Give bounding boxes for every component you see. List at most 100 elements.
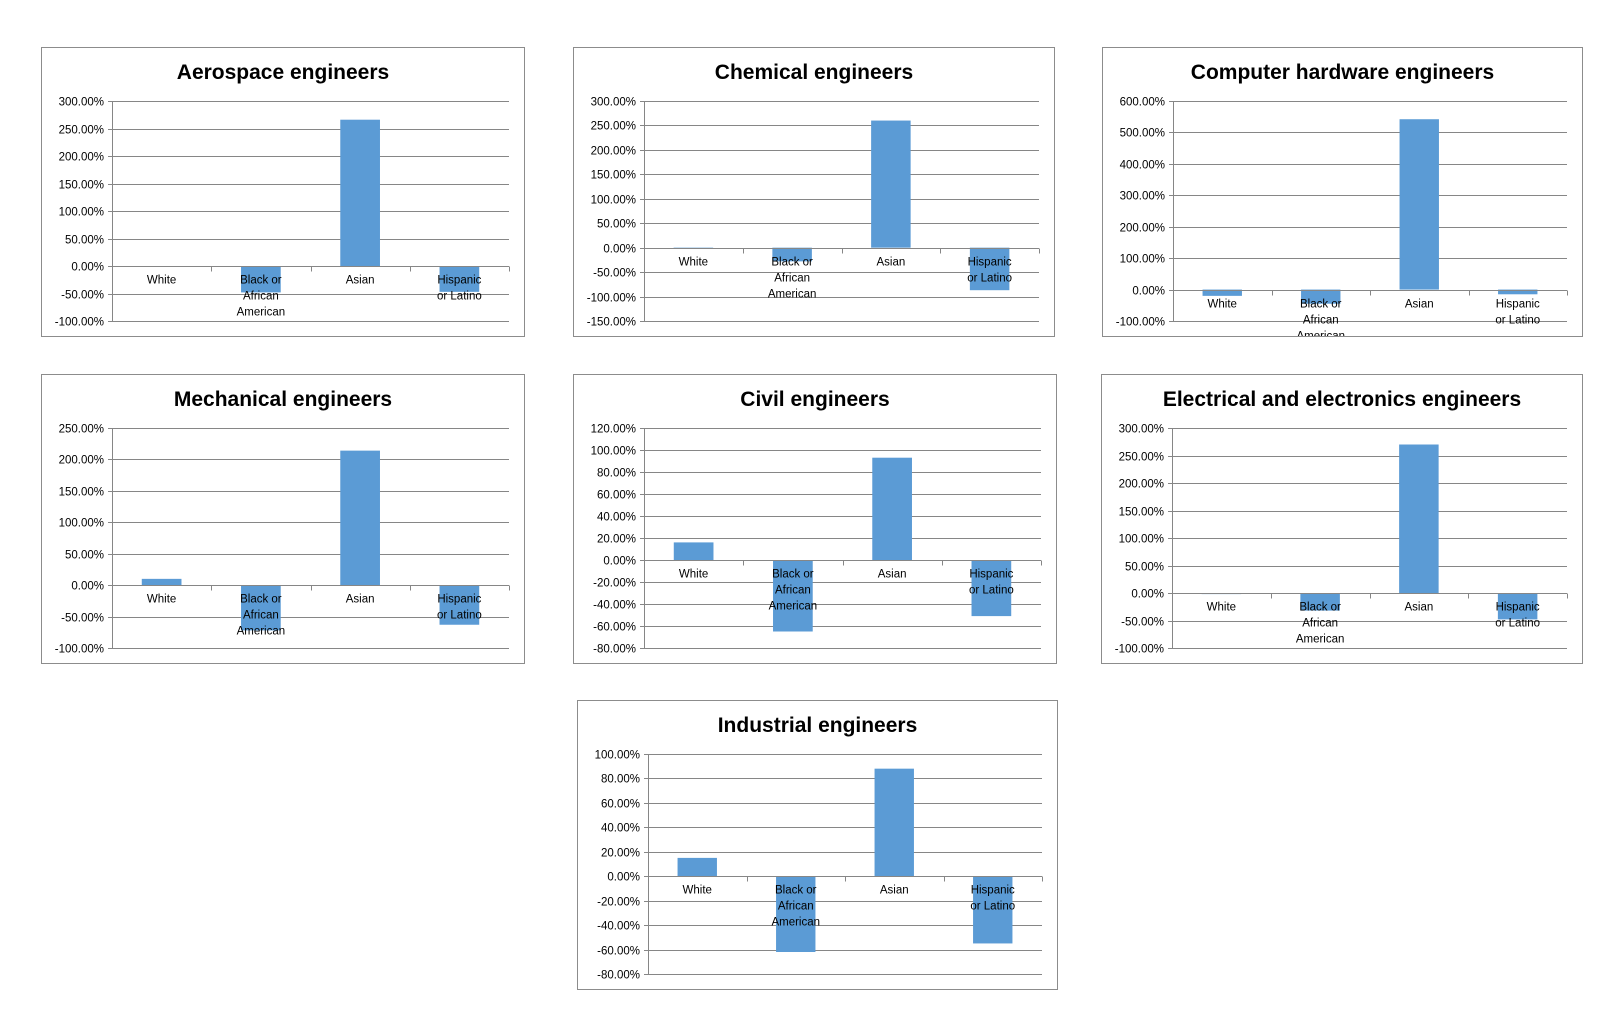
category-label-line: White: [679, 569, 708, 581]
y-tick-label: -50.00%: [61, 613, 104, 625]
y-tick-label: 0.00%: [607, 872, 640, 884]
category-label-line: White: [1207, 602, 1236, 614]
category-label-line: Black or: [240, 594, 282, 606]
category-label-line: or Latino: [437, 291, 482, 303]
category-label: White: [679, 569, 708, 581]
chart-svg: Civil engineers 120.00% 100.00% 80.00% 60.00…: [591, 388, 1042, 656]
category-label: Asian: [876, 257, 905, 269]
y-tick-label: 100.00%: [595, 750, 640, 762]
y-tick-label: 40.00%: [601, 823, 640, 835]
category-label: Asian: [878, 569, 907, 581]
y-tick-label: -100.00%: [55, 644, 104, 656]
y-tick-label: -80.00%: [593, 644, 636, 656]
category-label-line: Asian: [346, 275, 375, 287]
y-tick-label: -100.00%: [587, 293, 636, 305]
y-tick-label: -40.00%: [593, 600, 636, 612]
category-label-line: Black or: [240, 275, 282, 287]
category-label: Black or African American: [237, 275, 286, 319]
category-label: Hispanic or Latino: [967, 257, 1012, 285]
chart-computer-hardware-engineers: Computer hardware engineers 600.00% 500.00…: [1102, 47, 1583, 337]
category-label-line: Hispanic: [969, 569, 1013, 581]
y-tick-label: -60.00%: [593, 622, 636, 634]
y-tick-label: 20.00%: [597, 534, 636, 546]
category-label-line: White: [147, 594, 176, 606]
bar-hispanic-or-latino: [1498, 289, 1538, 295]
y-tick-label: 20.00%: [601, 848, 640, 860]
y-tick-label: -20.00%: [597, 897, 640, 909]
y-tick-label: 150.00%: [1119, 507, 1164, 519]
y-tick-label: 250.00%: [59, 424, 104, 436]
bar-white: [1202, 289, 1242, 296]
bar-black-or-african-american: [241, 266, 281, 293]
category-label-line: or Latino: [967, 273, 1012, 285]
category-label-line: White: [1208, 299, 1237, 311]
y-tick-label: 50.00%: [65, 235, 104, 247]
category-label-line: African: [243, 610, 279, 622]
category-label-line: Black or: [1299, 602, 1341, 614]
category-label-line: African: [1302, 618, 1338, 630]
category-label-line: African: [774, 273, 810, 285]
category-label-line: or Latino: [1495, 315, 1540, 327]
category-label: Black or African American: [1296, 602, 1345, 646]
category-label-line: American: [1296, 331, 1345, 337]
bar-asian: [340, 450, 380, 586]
bar-asian: [340, 119, 380, 266]
category-label-line: American: [768, 289, 817, 301]
y-tick-label: 200.00%: [1120, 223, 1165, 235]
bar-hispanic-or-latino: [439, 266, 480, 292]
y-tick-label: 300.00%: [1119, 424, 1164, 436]
y-tick-label: 0.00%: [71, 262, 104, 274]
y-tick-label: 100.00%: [59, 207, 104, 219]
chart-title: Civil engineers: [740, 388, 889, 411]
chart-aerospace-engineers: Aerospace engineers 300.00% 250.00% 200.00%…: [41, 47, 525, 337]
category-label-line: Hispanic: [971, 885, 1015, 897]
category-label-line: Hispanic: [1496, 602, 1540, 614]
bar-hispanic-or-latino: [973, 876, 1013, 944]
y-tick-label: 200.00%: [59, 152, 104, 164]
y-tick-label: 150.00%: [591, 170, 636, 182]
category-label: Hispanic or Latino: [970, 885, 1015, 913]
chart-civil-engineers: Civil engineers 120.00% 100.00% 80.00% 60.00…: [573, 374, 1057, 664]
chart-electrical-and-electronics-engineers: Electrical and electronics engineers 300.…: [1101, 374, 1583, 664]
bar-asian: [871, 120, 911, 248]
y-tick-label: 200.00%: [59, 455, 104, 467]
y-tick-label: -50.00%: [593, 268, 636, 280]
category-label: Black or African American: [237, 594, 286, 638]
category-label: Asian: [1404, 602, 1433, 614]
y-tick-label: -150.00%: [587, 317, 636, 329]
category-label: Hispanic or Latino: [437, 594, 482, 622]
chart-svg: Aerospace engineers 300.00% 250.00% 200.00%…: [55, 61, 510, 329]
category-label-line: Hispanic: [437, 275, 481, 287]
y-tick-label: 0.00%: [71, 581, 104, 593]
y-tick-label: 60.00%: [597, 490, 636, 502]
category-label: Hispanic or Latino: [1495, 602, 1540, 630]
category-label-line: Black or: [772, 569, 814, 581]
y-tick-label: 200.00%: [1119, 479, 1164, 491]
category-label: Black or African American: [769, 569, 818, 613]
y-tick-label: -20.00%: [593, 578, 636, 590]
y-tick-label: 250.00%: [591, 121, 636, 133]
chart-title: Computer hardware engineers: [1191, 61, 1494, 84]
category-label-line: Asian: [880, 885, 909, 897]
category-label: White: [683, 885, 712, 897]
category-label: Asian: [1405, 299, 1434, 311]
y-tick-label: 0.00%: [1132, 286, 1165, 298]
bar-hispanic-or-latino: [1497, 593, 1538, 620]
category-label-line: American: [1296, 634, 1345, 646]
y-tick-label: 50.00%: [1125, 562, 1164, 574]
category-label: Black or African American: [1296, 299, 1345, 337]
y-tick-label: 150.00%: [59, 487, 104, 499]
category-label-line: Black or: [771, 257, 813, 269]
category-label-line: American: [769, 601, 818, 613]
category-label: White: [679, 257, 708, 269]
category-label-line: White: [147, 275, 176, 287]
y-tick-label: 500.00%: [1120, 128, 1165, 140]
category-label: White: [1207, 602, 1236, 614]
y-tick-label: 200.00%: [591, 146, 636, 158]
y-tick-label: 0.00%: [603, 244, 636, 256]
y-tick-label: -60.00%: [597, 946, 640, 958]
chart-svg: Industrial engineers 100.00% 80.00% 60.00% 4…: [595, 714, 1043, 982]
y-tick-label: -100.00%: [55, 317, 104, 329]
bar-black-or-african-american: [241, 585, 281, 631]
bar-white: [141, 578, 182, 586]
